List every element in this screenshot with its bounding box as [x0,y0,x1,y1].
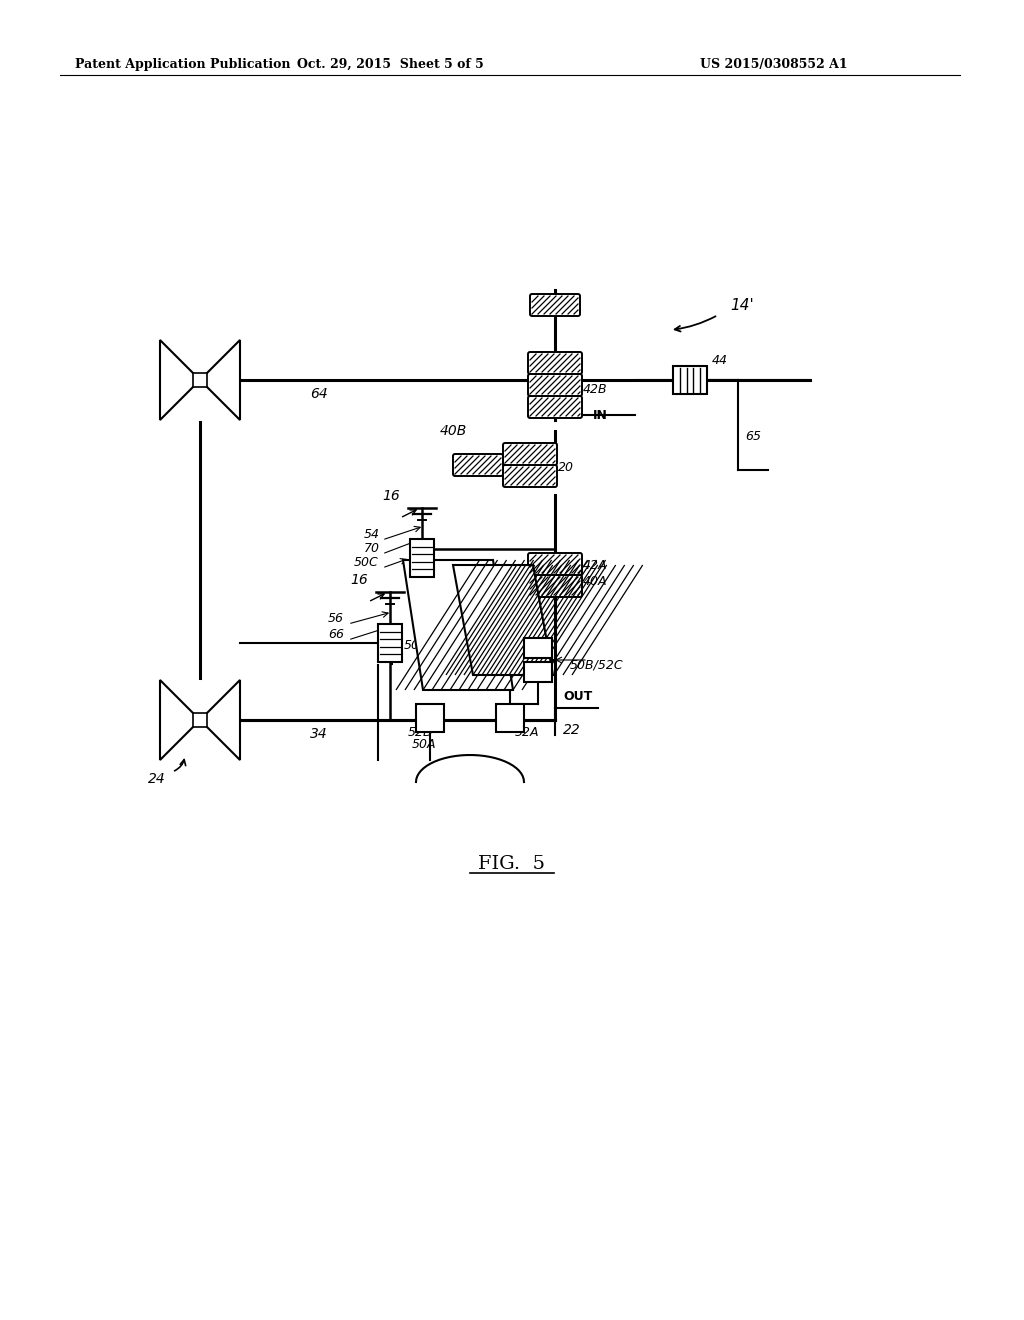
Polygon shape [403,560,513,690]
Text: US 2015/0308552 A1: US 2015/0308552 A1 [700,58,848,71]
Polygon shape [160,341,200,420]
Text: 24: 24 [148,772,166,785]
Polygon shape [200,680,240,760]
Text: 64: 64 [310,387,328,401]
Bar [416,704,444,733]
Text: 16: 16 [350,573,368,587]
FancyBboxPatch shape [528,374,582,396]
Text: 40A: 40A [583,576,607,587]
Text: 40B: 40B [440,424,467,438]
Text: 65: 65 [745,430,761,444]
FancyBboxPatch shape [528,553,582,576]
Text: Patent Application Publication: Patent Application Publication [75,58,291,71]
Text: 16: 16 [382,488,399,503]
Text: 66: 66 [328,628,344,642]
Text: OUT: OUT [563,690,592,704]
Text: 42B: 42B [583,383,607,396]
Bar [193,374,207,387]
Polygon shape [453,565,553,675]
Bar [524,663,552,682]
FancyBboxPatch shape [530,294,580,315]
Text: 50D: 50D [404,639,430,652]
Text: IN: IN [593,409,608,422]
Text: 34: 34 [310,727,328,741]
Bar [524,638,552,657]
Text: 42A: 42A [583,558,607,572]
Text: Oct. 29, 2015  Sheet 5 of 5: Oct. 29, 2015 Sheet 5 of 5 [297,58,483,71]
Text: 70: 70 [364,543,380,554]
Text: 56: 56 [328,612,344,624]
Text: 44: 44 [712,354,728,367]
FancyBboxPatch shape [503,444,557,465]
Polygon shape [200,341,240,420]
Text: 22: 22 [563,723,581,737]
Bar [410,539,434,577]
FancyBboxPatch shape [528,576,582,597]
FancyBboxPatch shape [503,465,557,487]
Text: 52A: 52A [515,726,540,739]
Text: 50B/52C: 50B/52C [570,657,624,671]
Text: 52D: 52D [408,726,433,739]
Polygon shape [160,680,200,760]
Bar [378,624,402,663]
Bar [496,704,524,733]
Text: 50A: 50A [412,738,436,751]
Text: 14': 14' [730,298,754,313]
Text: 54: 54 [364,528,380,541]
Text: FIG.  5: FIG. 5 [478,855,546,873]
FancyBboxPatch shape [453,454,503,477]
Text: 20: 20 [558,461,574,474]
FancyBboxPatch shape [528,396,582,418]
Bar [193,713,207,727]
FancyBboxPatch shape [528,352,582,374]
Bar [673,366,707,393]
Text: 50C: 50C [354,556,379,569]
